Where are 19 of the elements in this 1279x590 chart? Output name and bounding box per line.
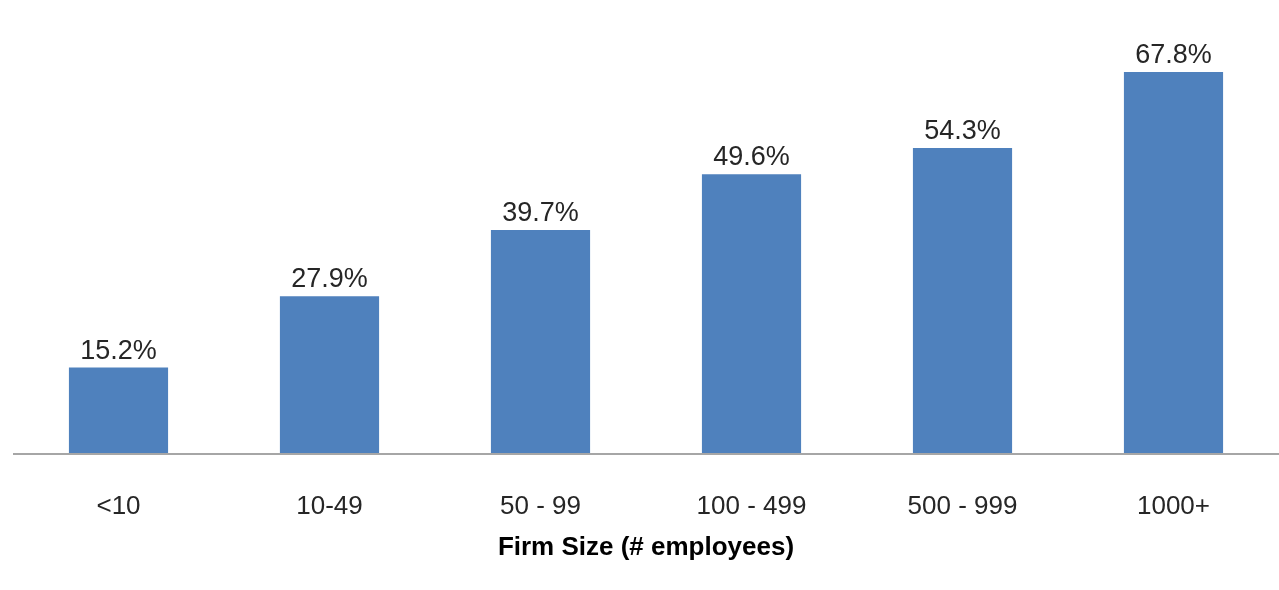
x-axis-title: Firm Size (# employees) bbox=[497, 531, 795, 562]
bar bbox=[912, 147, 1013, 453]
bar bbox=[279, 296, 380, 453]
x-tick-label: 500 - 999 bbox=[907, 490, 1018, 521]
data-label: 39.7% bbox=[502, 196, 579, 227]
bar bbox=[68, 367, 169, 453]
data-label: 54.3% bbox=[924, 114, 1001, 145]
bar bbox=[490, 229, 591, 453]
x-tick-label: 10-49 bbox=[296, 490, 363, 521]
x-tick-label: 1000+ bbox=[1136, 490, 1211, 521]
data-label: 49.6% bbox=[713, 141, 790, 172]
bar bbox=[701, 174, 802, 453]
data-label: 15.2% bbox=[80, 334, 157, 365]
bar bbox=[1123, 72, 1224, 453]
x-tick-label: 50 - 99 bbox=[500, 490, 581, 521]
data-label: 27.9% bbox=[291, 263, 368, 294]
data-label: 67.8% bbox=[1135, 39, 1212, 70]
x-tick-label: <10 bbox=[96, 490, 141, 521]
x-tick-label: 100 - 499 bbox=[696, 490, 807, 521]
